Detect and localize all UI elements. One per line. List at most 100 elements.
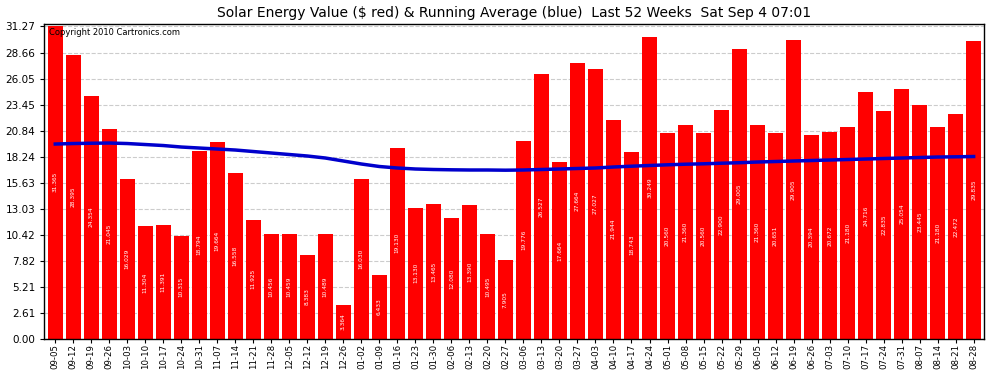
Bar [173, 236, 189, 339]
Text: 13.390: 13.390 [467, 262, 472, 282]
Bar [371, 274, 387, 339]
Text: 19.664: 19.664 [215, 231, 220, 251]
Text: 11.391: 11.391 [160, 272, 165, 292]
Bar [840, 127, 855, 339]
Bar [606, 120, 621, 339]
Text: 6.433: 6.433 [377, 298, 382, 315]
Bar [624, 152, 640, 339]
Text: 16.029: 16.029 [125, 249, 130, 269]
Bar [516, 141, 531, 339]
Text: 18.794: 18.794 [197, 235, 202, 255]
Bar [551, 162, 567, 339]
Text: 21.944: 21.944 [611, 219, 616, 240]
Text: Copyright 2010 Cartronics.com: Copyright 2010 Cartronics.com [50, 28, 180, 37]
Text: 3.364: 3.364 [341, 314, 346, 330]
Text: 27.027: 27.027 [593, 194, 598, 214]
Bar [155, 225, 171, 339]
Text: 8.383: 8.383 [305, 288, 310, 305]
Text: 26.527: 26.527 [539, 196, 544, 216]
Bar [102, 129, 117, 339]
Bar [696, 134, 711, 339]
Bar [804, 135, 820, 339]
Text: 28.395: 28.395 [70, 187, 76, 207]
Bar [390, 148, 405, 339]
Bar [408, 208, 423, 339]
Text: 19.776: 19.776 [521, 230, 526, 250]
Bar [120, 179, 135, 339]
Bar [228, 173, 243, 339]
Bar [138, 226, 152, 339]
Bar [786, 40, 801, 339]
Bar [966, 41, 981, 339]
Text: 10.459: 10.459 [287, 276, 292, 297]
Text: 13.465: 13.465 [431, 261, 436, 282]
Bar [732, 49, 747, 339]
Text: 29.835: 29.835 [971, 180, 976, 200]
Text: 10.315: 10.315 [179, 277, 184, 297]
Bar [65, 55, 81, 339]
Text: 29.005: 29.005 [737, 184, 742, 204]
Text: 23.445: 23.445 [917, 211, 922, 232]
Bar [894, 88, 909, 339]
Bar [210, 142, 225, 339]
Bar [678, 126, 693, 339]
Bar [300, 255, 315, 339]
Bar [714, 110, 730, 339]
Text: 20.394: 20.394 [809, 226, 814, 247]
Text: 16.558: 16.558 [233, 246, 238, 266]
Text: 22.900: 22.900 [719, 214, 724, 235]
Bar [534, 74, 549, 339]
Text: 21.360: 21.360 [683, 222, 688, 242]
Text: 11.925: 11.925 [250, 269, 255, 290]
Text: 29.905: 29.905 [791, 179, 796, 200]
Bar [444, 218, 459, 339]
Text: 21.045: 21.045 [107, 224, 112, 244]
Text: 20.560: 20.560 [701, 226, 706, 246]
Text: 30.249: 30.249 [647, 177, 652, 198]
Bar [246, 220, 261, 339]
Text: 22.835: 22.835 [881, 214, 886, 235]
Bar [948, 114, 963, 339]
Bar [192, 151, 207, 339]
Bar [353, 178, 369, 339]
Bar [480, 234, 495, 339]
Text: 13.130: 13.130 [413, 263, 418, 284]
Text: 21.180: 21.180 [845, 223, 850, 243]
Bar [426, 204, 442, 339]
Bar [498, 260, 513, 339]
Text: 21.180: 21.180 [936, 223, 940, 243]
Text: 22.472: 22.472 [953, 216, 958, 237]
Bar [768, 132, 783, 339]
Text: 10.456: 10.456 [269, 276, 274, 297]
Bar [48, 26, 63, 339]
Text: 19.130: 19.130 [395, 233, 400, 254]
Title: Solar Energy Value ($ red) & Running Average (blue)  Last 52 Weeks  Sat Sep 4 07: Solar Energy Value ($ red) & Running Ave… [218, 6, 812, 20]
Text: 20.560: 20.560 [665, 226, 670, 246]
Text: 24.354: 24.354 [89, 207, 94, 228]
Bar [461, 205, 477, 339]
Text: 20.651: 20.651 [773, 225, 778, 246]
Text: 18.743: 18.743 [629, 235, 634, 255]
Bar [336, 305, 351, 339]
Bar [876, 111, 891, 339]
Text: 10.495: 10.495 [485, 276, 490, 297]
Text: 25.054: 25.054 [899, 203, 904, 224]
Text: 17.664: 17.664 [557, 240, 562, 261]
Bar [570, 63, 585, 339]
Bar [263, 234, 279, 339]
Text: 24.716: 24.716 [863, 205, 868, 225]
Text: 10.489: 10.489 [323, 276, 328, 297]
Text: 12.080: 12.080 [448, 268, 454, 289]
Text: 11.304: 11.304 [143, 272, 148, 292]
Text: 21.360: 21.360 [755, 222, 760, 242]
Bar [858, 92, 873, 339]
Bar [912, 105, 928, 339]
Text: 16.030: 16.030 [359, 249, 364, 269]
Bar [822, 132, 838, 339]
Bar [749, 126, 765, 339]
Bar [83, 96, 99, 339]
Text: 7.905: 7.905 [503, 291, 508, 308]
Text: 20.672: 20.672 [827, 225, 832, 246]
Bar [660, 134, 675, 339]
Bar [318, 234, 333, 339]
